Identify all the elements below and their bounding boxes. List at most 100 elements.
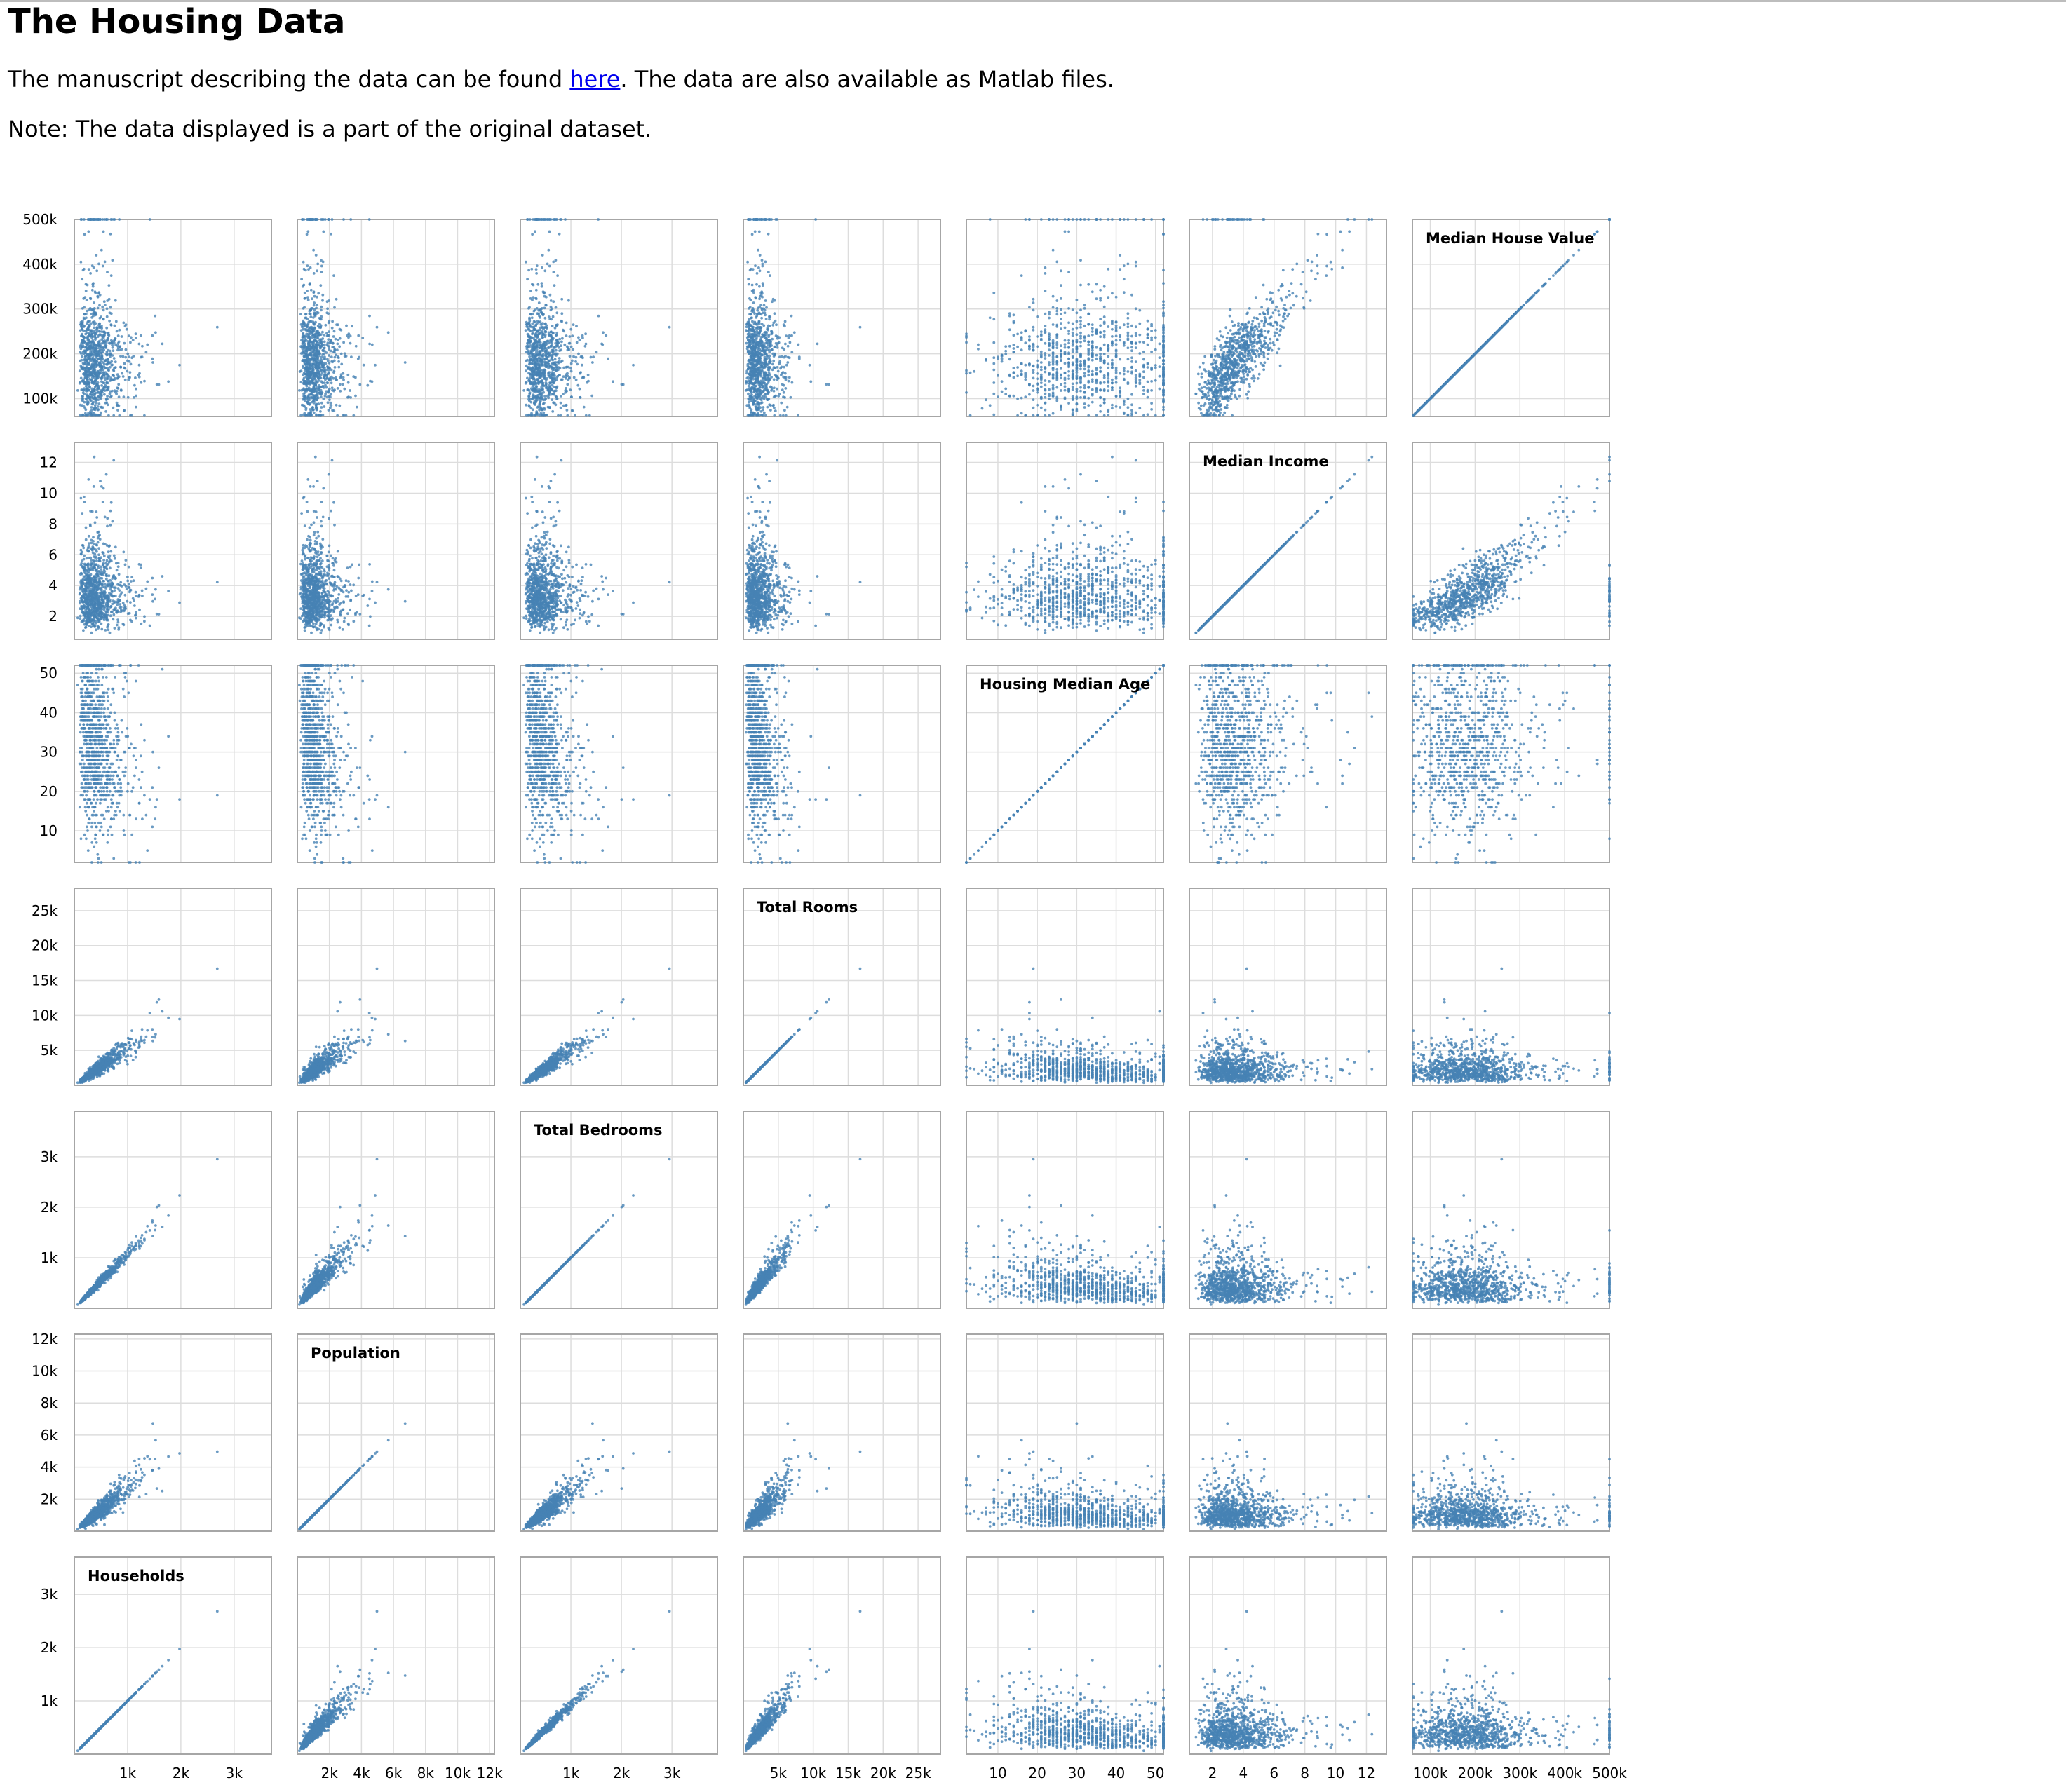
data-point <box>748 398 750 401</box>
data-point <box>790 314 793 318</box>
data-point <box>1075 371 1079 374</box>
data-point <box>1079 331 1082 334</box>
data-point <box>973 369 976 373</box>
data-point <box>747 414 750 417</box>
data-point <box>760 381 764 384</box>
data-point <box>107 297 111 301</box>
data-point <box>146 343 149 346</box>
data-point <box>116 373 119 376</box>
data-point <box>1075 320 1079 323</box>
data-point <box>326 307 329 311</box>
data-point <box>109 306 112 309</box>
data-point <box>782 383 785 387</box>
data-point <box>586 381 589 384</box>
data-point <box>336 414 339 417</box>
data-point <box>533 394 536 398</box>
data-point <box>557 414 560 417</box>
data-point <box>745 369 749 373</box>
data-point <box>1162 379 1165 382</box>
data-point <box>104 367 108 370</box>
data-point <box>537 301 541 304</box>
data-point <box>1075 311 1079 315</box>
data-point <box>1107 380 1110 383</box>
data-point <box>1111 292 1114 295</box>
data-point <box>121 372 124 375</box>
data-point <box>1158 387 1161 391</box>
data-point <box>540 325 543 329</box>
data-point <box>302 335 306 338</box>
data-point <box>88 395 92 399</box>
data-point <box>96 294 100 298</box>
data-point <box>1067 321 1070 325</box>
data-point <box>325 381 329 384</box>
data-point <box>80 325 83 329</box>
data-point <box>1032 308 1035 312</box>
data-point <box>1134 342 1137 345</box>
data-point <box>1067 341 1070 345</box>
data-point <box>1071 388 1074 391</box>
data-point <box>766 398 769 401</box>
data-point <box>117 395 121 398</box>
data-point <box>1134 411 1137 414</box>
data-point <box>1051 294 1055 298</box>
data-point <box>326 401 330 405</box>
panel-median_house_value-vs-total_bedrooms <box>520 218 718 417</box>
data-point <box>320 362 324 366</box>
data-point <box>329 401 332 405</box>
data-point <box>761 346 764 350</box>
data-point <box>95 374 99 378</box>
data-point <box>756 322 759 325</box>
data-point <box>330 339 333 343</box>
data-point <box>1020 396 1023 400</box>
data-point <box>114 337 117 340</box>
data-point <box>1146 362 1149 366</box>
data-point <box>1126 346 1130 350</box>
data-point <box>1130 414 1133 417</box>
data-point <box>764 352 768 355</box>
data-point <box>748 400 750 404</box>
data-point <box>106 271 109 273</box>
data-point <box>88 328 91 332</box>
data-point <box>338 345 341 348</box>
data-point <box>346 395 349 399</box>
data-point <box>1067 364 1070 367</box>
data-point <box>358 383 362 386</box>
data-point <box>1044 341 1047 345</box>
data-point <box>539 354 542 357</box>
data-point <box>554 403 558 407</box>
data-point <box>113 376 116 380</box>
data-point <box>536 283 540 286</box>
data-point <box>776 337 779 340</box>
data-point <box>1130 403 1133 407</box>
data-point <box>305 354 309 358</box>
data-point <box>111 374 114 376</box>
manuscript-link[interactable]: here <box>569 66 620 93</box>
data-point <box>571 409 574 412</box>
data-point <box>1008 312 1011 315</box>
data-point <box>1000 357 1004 360</box>
data-point <box>137 363 141 367</box>
data-point <box>319 284 323 287</box>
data-point <box>526 278 529 281</box>
data-point <box>304 414 307 417</box>
data-point <box>1039 385 1043 388</box>
data-point <box>1028 306 1031 309</box>
data-point <box>1032 369 1035 372</box>
data-point <box>562 366 565 369</box>
data-point <box>113 324 116 327</box>
data-point <box>309 414 311 417</box>
data-point <box>1044 290 1047 292</box>
data-point <box>107 359 110 362</box>
data-point <box>529 339 532 342</box>
data-point <box>1142 389 1145 392</box>
data-point <box>539 398 542 400</box>
data-point <box>771 323 775 327</box>
data-point <box>121 355 125 358</box>
data-point <box>534 354 537 358</box>
data-point <box>354 376 357 379</box>
data-point <box>771 362 774 366</box>
data-point <box>299 381 303 384</box>
data-point <box>1091 333 1094 337</box>
data-point <box>1067 357 1070 360</box>
data-point <box>1154 366 1157 369</box>
